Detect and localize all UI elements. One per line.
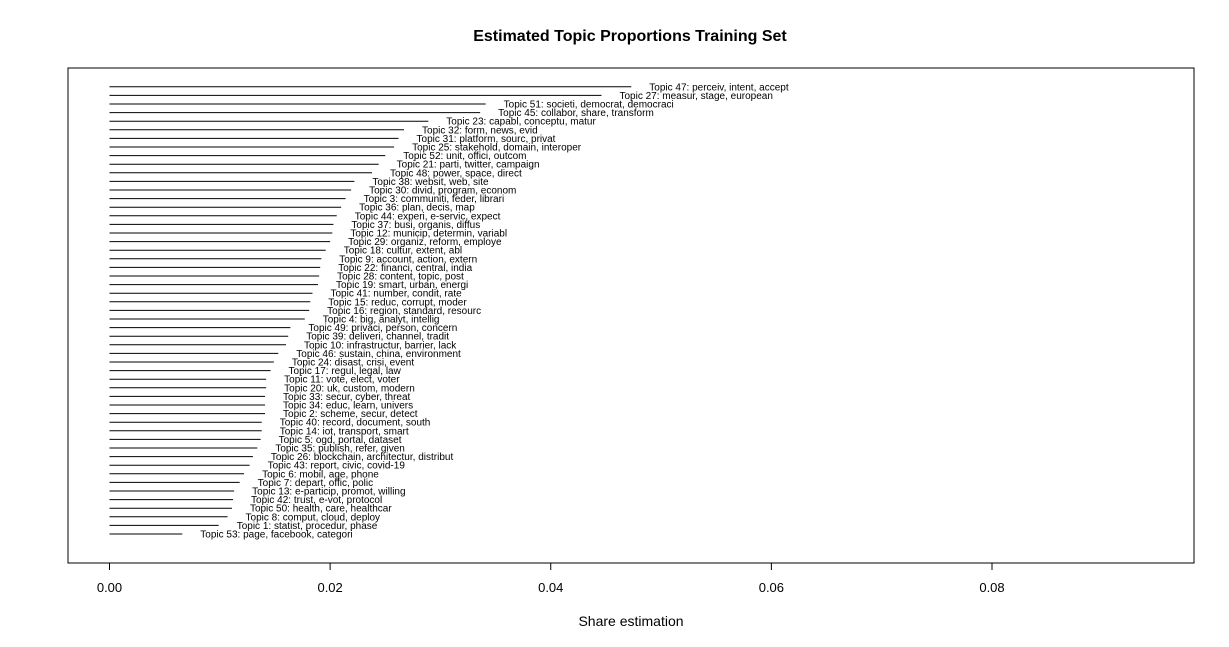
bar-label: Topic 11: vote, elect, voter (284, 375, 400, 386)
bar-label: Topic 18: cultur, extent, abl (344, 246, 462, 257)
bar-label: Topic 41: number, condit, rate (330, 289, 462, 300)
bar-label: Topic 38: websit, web, site (372, 177, 489, 188)
bar-label: Topic 19: smart, urban, energi (336, 280, 468, 291)
bar-label: Topic 7: depart, offic, polic (258, 478, 373, 489)
x-tick-label: 0.04 (538, 580, 563, 595)
bar-label: Topic 49: privaci, person, concern (308, 323, 457, 334)
bar-label: Topic 28: content, topic, post (337, 272, 464, 283)
x-tick-label: 0.00 (97, 580, 122, 595)
bar-label: Topic 8: comput, cloud, deploy (246, 512, 381, 523)
bar-label: Topic 5: ogd, portal, dataset (279, 435, 402, 446)
x-tick-label: 0.06 (759, 580, 784, 595)
bar-label: Topic 47: perceiv, intent, accept (649, 82, 789, 93)
bar-label: Topic 25: stakehold, domain, interoper (412, 143, 582, 154)
bar-label: Topic 17: regul, legal, law (289, 366, 402, 377)
bar-label: Topic 9: account, action, extern (339, 254, 477, 265)
bar-label: Topic 40: record, document, south (280, 418, 431, 429)
x-tick-label: 0.08 (979, 580, 1004, 595)
bar-label: Topic 22: financi, central, india (338, 263, 472, 274)
bar-label: Topic 48: power, space, direct (390, 168, 522, 179)
bar-label: Topic 16: region, standard, resourc (327, 306, 481, 317)
bar-label: Topic 46: sustain, china, environment (296, 349, 461, 360)
x-axis-label: Share estimation (578, 613, 683, 629)
bar-label: Topic 29: organiz, reform, employe (348, 237, 502, 248)
bar-label: Topic 43: report, civic, covid-19 (268, 461, 406, 472)
chart-title: Estimated Topic Proportions Training Set (473, 28, 787, 45)
x-axis: 0.00 0.02 0.04 0.06 0.08 (97, 562, 1005, 595)
plot-frame (67, 67, 1195, 564)
bar-label: Topic 26: blockchain, architectur, distr… (271, 452, 454, 463)
bar-label: Topic 15: reduc, corrupt, moder (328, 297, 467, 308)
bar-label: Topic 35: publish, refer, given (275, 444, 405, 455)
bar-label: Topic 52: unit, offici, outcom (403, 151, 526, 162)
bar-label: Topic 10: infrastructur, barrier, lack (304, 340, 457, 351)
bar-label: Topic 14: iot, transport, smart (280, 426, 409, 437)
bar-label: Topic 37: busi, organis, diffus (351, 220, 480, 231)
bar-label: Topic 30: divid, program, econom (369, 186, 516, 197)
bar-label: Topic 27: measur, stage, european (619, 91, 772, 102)
bar-label: Topic 23: capabl, conceptu, matur (446, 117, 596, 128)
bar-label: Topic 34: educ, learn, univers (283, 401, 413, 412)
bar-label: Topic 36: plan, decis, map (359, 203, 475, 214)
bar-label: Topic 4: big, analyt, intellig (323, 315, 440, 326)
bar-label: Topic 2: scheme, secur, detect (283, 409, 418, 420)
x-tick-label: 0.02 (317, 580, 342, 595)
bar-label: Topic 33: secur, cyber, threat (283, 392, 411, 403)
bar-label: Topic 50: health, care, healthcar (250, 504, 392, 515)
bar-label: Topic 1: statist, procedur, phase (237, 521, 378, 532)
bar-label: Topic 12: municip, determin, variabl (350, 229, 507, 240)
bar-label: Topic 39: deliveri, channel, tradit (306, 332, 449, 343)
bar-label: Topic 20: uk, custom, modern (284, 383, 415, 394)
bar-label: Topic 24: disast, crisi, event (292, 358, 414, 369)
bar-label: Topic 44: experi, e-servic, expect (355, 211, 501, 222)
bar-label: Topic 13: e-particip, promot, willing (252, 487, 405, 498)
bar-label: Topic 32: form, news, evid (422, 125, 538, 136)
bar-label: Topic 51: societi, democrat, democraci (504, 100, 674, 111)
bar-label: Topic 42: trust, e-vot, protocol (251, 495, 382, 506)
bar-label: Topic 45: collabor, share, transform (498, 108, 654, 119)
bar-label: Topic 21: parti, twitter, campaign (397, 160, 540, 171)
bar-label: Topic 3: communiti, feder, librari (364, 194, 505, 205)
bar-label: Topic 53: page, facebook, categori (200, 530, 352, 541)
bar-label: Topic 31: platform, sourc, privat (417, 134, 556, 145)
bar-label: Topic 6: mobil, age, phone (262, 469, 379, 480)
